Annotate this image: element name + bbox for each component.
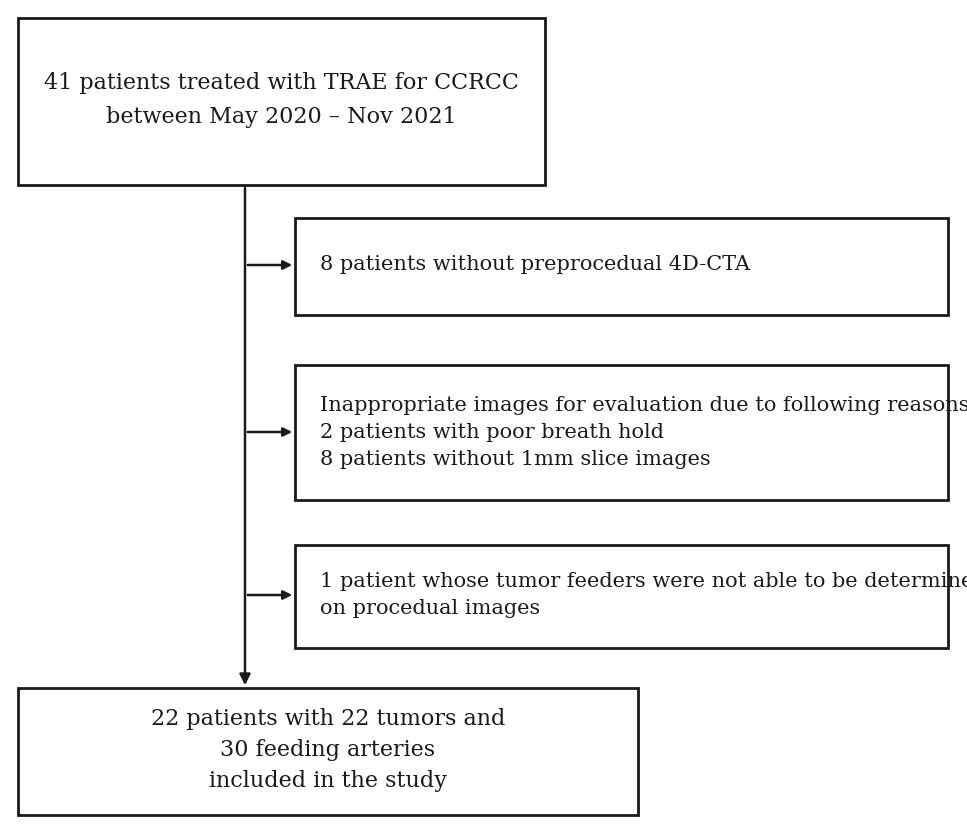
Text: 22 patients with 22 tumors and: 22 patients with 22 tumors and (151, 708, 505, 730)
Text: between May 2020 – Nov 2021: between May 2020 – Nov 2021 (105, 106, 456, 128)
Text: 2 patients with poor breath hold: 2 patients with poor breath hold (320, 423, 664, 441)
Text: Inappropriate images for evaluation due to following reasons: Inappropriate images for evaluation due … (320, 395, 967, 414)
Bar (295, 218, 948, 315)
Bar (18, 18, 545, 185)
Bar (295, 365, 948, 500)
Text: on procedual images: on procedual images (320, 599, 541, 618)
Text: 41 patients treated with TRAE for CCRCC: 41 patients treated with TRAE for CCRCC (44, 72, 518, 94)
Text: included in the study: included in the study (209, 770, 447, 792)
Bar (295, 545, 948, 648)
Bar (18, 688, 638, 815)
Text: 8 patients without preprocedual 4D-CTA: 8 patients without preprocedual 4D-CTA (320, 255, 750, 274)
Text: 30 feeding arteries: 30 feeding arteries (220, 739, 435, 761)
Text: 8 patients without 1mm slice images: 8 patients without 1mm slice images (320, 450, 711, 469)
Text: 1 patient whose tumor feeders were not able to be determined: 1 patient whose tumor feeders were not a… (320, 572, 967, 591)
